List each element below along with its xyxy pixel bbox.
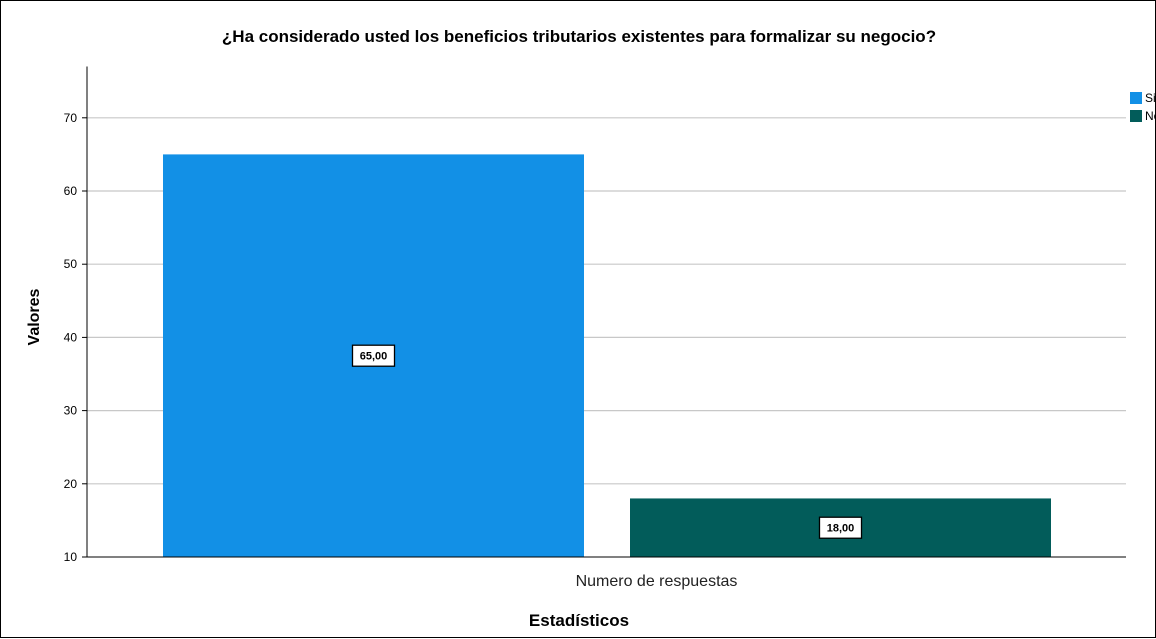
legend-label-si: Si <box>1145 91 1156 105</box>
y-tick-label: 50 <box>64 257 78 271</box>
legend-label-no: No <box>1145 109 1156 123</box>
data-label-box-no <box>818 516 863 539</box>
legend-item-si: Si <box>1130 89 1156 107</box>
x-axis-title: Estadísticos <box>528 611 630 630</box>
y-tick-label: 40 <box>64 330 78 344</box>
y-tick-label: 30 <box>64 404 78 418</box>
legend: Si No <box>1130 89 1156 125</box>
data-label-si: 65,00 <box>360 351 388 363</box>
y-axis-title: Valores <box>26 288 43 346</box>
legend-swatch-no <box>1130 110 1142 122</box>
y-tick-label: 10 <box>64 550 78 564</box>
chart-title: ¿Ha considerado usted los beneficios tri… <box>221 27 937 46</box>
y-tick-label: 70 <box>64 111 78 125</box>
x-tick-label: Numero de respuestas <box>576 573 738 590</box>
y-tick-label: 60 <box>64 184 78 198</box>
data-label-box-si <box>351 344 396 367</box>
legend-swatch-si <box>1130 92 1142 104</box>
legend-item-no: No <box>1130 107 1156 125</box>
data-label-no: 18,00 <box>827 523 855 535</box>
y-tick-label: 20 <box>64 477 78 491</box>
